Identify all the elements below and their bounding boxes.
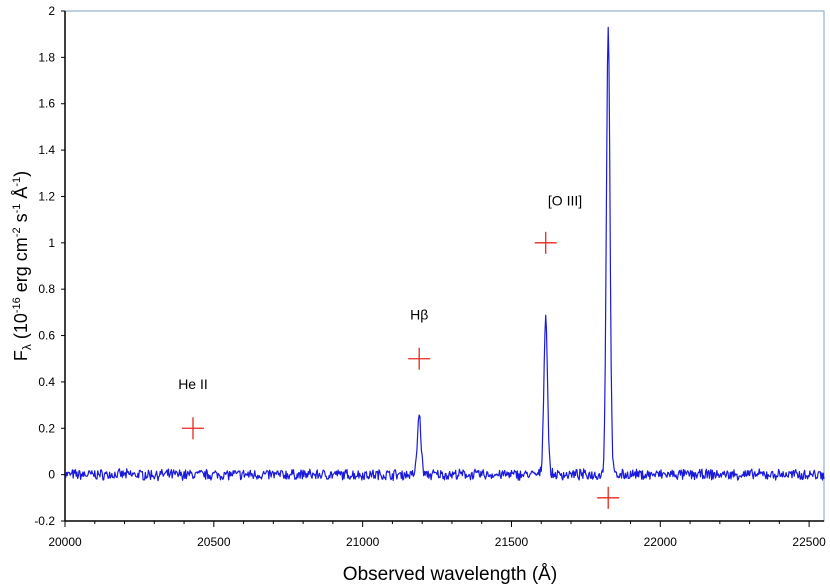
plus-marker bbox=[181, 417, 204, 440]
y-tick-label: 0 bbox=[48, 468, 55, 482]
y-label-prefix: F bbox=[11, 350, 31, 361]
axis-ticks bbox=[61, 10, 810, 527]
y-tick-label: 1.8 bbox=[38, 50, 55, 64]
y-label-part2: erg cm bbox=[11, 237, 31, 297]
y-tick-label: 0.8 bbox=[38, 282, 55, 296]
y-label-exp2: -2 bbox=[11, 227, 23, 237]
line-markers bbox=[181, 231, 620, 509]
axis-tick-labels: 20000 20500 21000 21500 22000 22500 -0.2 0 0.2 0.… bbox=[34, 4, 826, 549]
plus-marker bbox=[597, 486, 620, 509]
line-annotations: He II Hβ [O III] bbox=[178, 193, 582, 392]
plus-marker bbox=[534, 231, 557, 254]
x-tick-label: 21000 bbox=[346, 535, 380, 549]
y-tick-label: 0.6 bbox=[38, 329, 55, 343]
x-tick-label: 20500 bbox=[197, 535, 231, 549]
x-tick-label: 21500 bbox=[495, 535, 529, 549]
y-label-part5: ) bbox=[11, 171, 31, 177]
y-label-exp4: -1 bbox=[11, 177, 23, 187]
line-annotation-label: He II bbox=[178, 376, 208, 392]
y-tick-label: 1.2 bbox=[38, 189, 55, 203]
spectrum-series-line bbox=[64, 26, 825, 482]
plus-marker bbox=[408, 347, 431, 370]
y-label-sub: λ bbox=[20, 344, 34, 350]
y-label-part4: Å bbox=[11, 187, 31, 204]
y-tick-label: 0.4 bbox=[38, 375, 55, 389]
y-label-part3: s bbox=[11, 213, 31, 227]
y-axis-label: Fλ (10-16 erg cm-2 s-1 Å-1) bbox=[11, 171, 34, 361]
y-tick-label: 2 bbox=[48, 4, 55, 18]
x-tick-label: 20000 bbox=[48, 535, 82, 549]
y-tick-label: 1.6 bbox=[38, 97, 55, 111]
y-tick-label: -0.2 bbox=[34, 514, 55, 528]
y-tick-label: 1.4 bbox=[38, 143, 55, 157]
y-label-part1: (10 bbox=[11, 313, 31, 344]
plot-frame bbox=[64, 10, 825, 522]
line-annotation-label: Hβ bbox=[410, 306, 428, 322]
x-axis-label: Observed wavelength (Å) bbox=[343, 564, 557, 585]
y-tick-label: 0.2 bbox=[38, 421, 55, 435]
x-tick-label: 22500 bbox=[792, 535, 826, 549]
x-tick-label: 22000 bbox=[644, 535, 678, 549]
y-label-exp1: -16 bbox=[11, 297, 23, 313]
y-label-exp3: -1 bbox=[11, 204, 23, 214]
line-annotation-label: [O III] bbox=[548, 193, 582, 209]
y-tick-label: 1 bbox=[48, 236, 55, 250]
